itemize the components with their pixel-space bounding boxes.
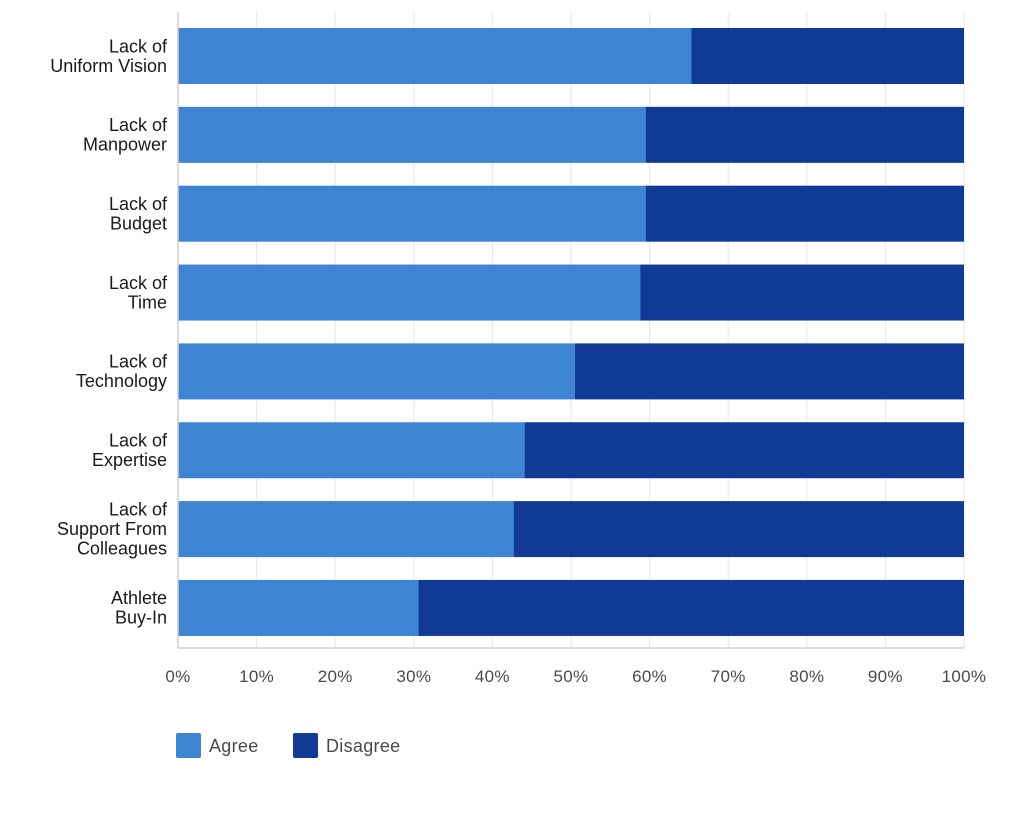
bar-disagree (574, 343, 964, 400)
bar-agree (178, 106, 646, 163)
category-label: Lack of Expertise (92, 431, 168, 471)
bar-agree (178, 501, 514, 558)
x-tick-label: 60% (632, 667, 667, 686)
category-label: Lack of Time (109, 273, 168, 313)
category-label: Lack of Technology (76, 352, 168, 392)
x-tick-label: 40% (475, 667, 510, 686)
x-tick-label: 80% (789, 667, 824, 686)
bars (178, 28, 964, 636)
x-tick-label: 20% (318, 667, 353, 686)
x-tick-label: 90% (868, 667, 903, 686)
axes (177, 12, 964, 649)
bar-disagree (524, 422, 964, 479)
category-label: Athlete Buy-In (111, 588, 167, 628)
x-tick-label: 100% (942, 667, 987, 686)
bar-disagree (691, 28, 964, 84)
category-label: Lack of Manpower (83, 115, 168, 155)
category-labels: Lack of Uniform Vision Lack of Manpower Lack… (50, 36, 168, 627)
x-tick-label: 0% (165, 667, 190, 686)
category-label: Lack of Support From Colleagues (57, 500, 168, 559)
bar-agree (178, 185, 646, 242)
bar-disagree (418, 579, 964, 636)
legend-label-disagree: Disagree (326, 736, 400, 756)
bar-disagree (645, 106, 964, 163)
bar-agree (178, 28, 692, 84)
bar-agree (178, 264, 641, 321)
legend: Agree Disagree (176, 733, 400, 758)
x-tick-label: 10% (239, 667, 274, 686)
x-tick-labels: 0% 10% 20% 30% 40% 50% 60% 70% 80% 90% 100% (165, 667, 986, 686)
legend-swatch-disagree (293, 733, 318, 758)
bar-agree (178, 579, 419, 636)
legend-label-agree: Agree (209, 736, 259, 756)
category-label: Lack of Uniform Vision (50, 36, 168, 76)
bar-disagree (640, 264, 964, 321)
x-tick-label: 70% (711, 667, 746, 686)
x-tick-label: 30% (396, 667, 431, 686)
bar-agree (178, 422, 525, 479)
category-label: Lack of Budget (109, 194, 168, 234)
x-tick-label: 50% (554, 667, 589, 686)
bar-agree (178, 343, 575, 400)
bar-disagree (645, 185, 964, 242)
legend-swatch-agree (176, 733, 201, 758)
bar-disagree (513, 501, 964, 558)
